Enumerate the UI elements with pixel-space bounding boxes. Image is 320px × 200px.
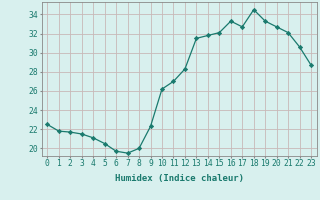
X-axis label: Humidex (Indice chaleur): Humidex (Indice chaleur) xyxy=(115,174,244,183)
